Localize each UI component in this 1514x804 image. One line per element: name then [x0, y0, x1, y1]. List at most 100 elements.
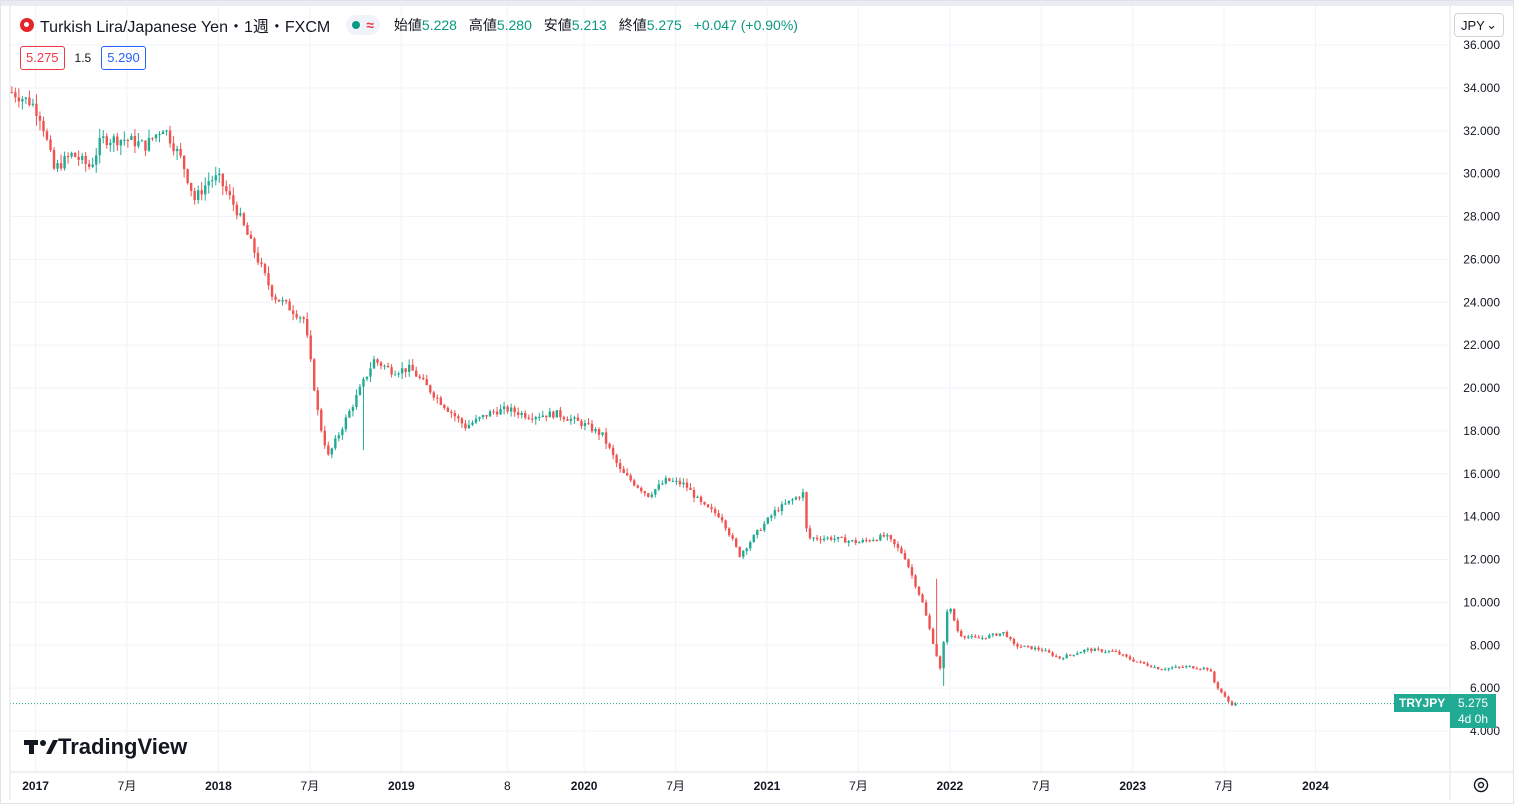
candle-body — [854, 540, 857, 543]
candle-body — [963, 636, 966, 638]
candle-body — [675, 480, 678, 482]
candle-body — [1040, 649, 1044, 651]
candle-body — [267, 273, 270, 286]
candle-body — [168, 130, 172, 144]
x-tick-label: 2023 — [1119, 779, 1146, 793]
buy-price-button[interactable]: 5.290 — [101, 46, 146, 70]
candle-body — [284, 300, 288, 302]
candle-body — [471, 422, 474, 425]
candle-body — [144, 140, 147, 151]
candle-body — [362, 379, 365, 387]
candle-body — [256, 252, 260, 263]
y-tick-label: 36.000 — [1463, 38, 1500, 52]
y-tick-label: 24.000 — [1463, 295, 1500, 309]
candle-body — [14, 92, 17, 98]
candle-body — [1170, 667, 1174, 669]
candle-body — [552, 411, 555, 418]
candle-body — [1174, 666, 1177, 668]
candle-body — [759, 529, 762, 531]
candle-body — [327, 445, 330, 455]
currency-select[interactable]: JPY ⌄ — [1454, 13, 1504, 37]
symbol-legend[interactable]: Turkish Lira/Japanese Yen・1週・FXCM ≈ 始値5.… — [20, 14, 806, 36]
candle-body — [882, 534, 886, 537]
x-tick-label: 2019 — [388, 779, 415, 793]
candle-body — [590, 423, 594, 432]
tradingview-wordmark: TradingView — [58, 734, 188, 759]
candle-body — [1065, 654, 1068, 659]
candle-body — [295, 314, 298, 318]
candle-body — [787, 500, 791, 504]
candle-body — [358, 386, 362, 396]
candle-body — [439, 397, 443, 405]
candle-body — [189, 182, 193, 191]
candle-body — [903, 553, 907, 560]
candle-body — [734, 538, 738, 547]
candle-body — [98, 137, 101, 156]
candle-body — [460, 418, 464, 424]
candle-body — [330, 448, 334, 455]
candle-body — [95, 155, 98, 165]
x-tick-label: 8 — [504, 779, 511, 793]
candle-body — [140, 140, 144, 142]
candle-body — [812, 537, 815, 539]
candle-body — [302, 317, 305, 319]
settings-gear-icon[interactable] — [1472, 776, 1490, 794]
candle-body — [186, 169, 189, 183]
candle-body — [1019, 646, 1023, 648]
candle-body — [464, 423, 467, 429]
y-tick-label: 32.000 — [1463, 124, 1500, 138]
candle-body — [524, 412, 527, 418]
candle-body — [1135, 661, 1139, 663]
candle-body — [305, 318, 309, 336]
candle-body — [1069, 654, 1072, 656]
sell-price-button[interactable]: 5.275 — [20, 46, 65, 70]
candle-body — [640, 487, 643, 492]
trade-buttons: 5.275 1.5 5.290 — [20, 46, 146, 70]
candle-body — [91, 164, 94, 167]
candle-body — [692, 490, 696, 498]
market-status-pill[interactable]: ≈ — [346, 15, 380, 35]
tradingview-logo[interactable]: TradingView — [24, 734, 187, 760]
candle-body — [1097, 648, 1100, 650]
candle-body — [207, 181, 210, 186]
chevron-down-icon: ⌄ — [1486, 17, 1497, 32]
candle-body — [1047, 650, 1051, 653]
candle-body — [573, 417, 576, 419]
candle-body — [738, 546, 741, 557]
candle-body — [780, 504, 784, 512]
candle-body — [956, 620, 959, 632]
candle-body — [952, 609, 956, 621]
candle-body — [893, 539, 896, 545]
candle-body — [1012, 638, 1016, 645]
candle-body — [1026, 645, 1030, 647]
candle-body — [17, 97, 21, 102]
candle-body — [49, 139, 52, 150]
wave-icon: ≈ — [366, 17, 374, 33]
candle-body — [576, 417, 580, 421]
candle-body — [597, 429, 601, 435]
candle-body — [242, 213, 246, 226]
candle-body — [784, 503, 787, 505]
candle-body — [182, 155, 186, 170]
candle-body — [63, 156, 66, 169]
candle-body — [59, 163, 63, 169]
candle-body — [102, 136, 105, 138]
candle-body — [960, 631, 963, 637]
candle-body — [172, 143, 175, 152]
candle-body — [896, 544, 900, 548]
candle-body — [1192, 666, 1195, 669]
candle-body — [397, 373, 400, 375]
candle-body — [886, 535, 889, 537]
candle-body — [425, 379, 428, 386]
candle-body — [910, 567, 914, 576]
candle-body — [1199, 668, 1202, 670]
candle-body — [984, 637, 988, 639]
candle-body — [682, 482, 685, 485]
candle-body — [1100, 649, 1104, 652]
candle-body — [938, 656, 942, 669]
candle-body — [798, 497, 801, 499]
candle-body — [123, 139, 126, 141]
candle-body — [1086, 648, 1090, 650]
candle-body — [31, 103, 35, 105]
